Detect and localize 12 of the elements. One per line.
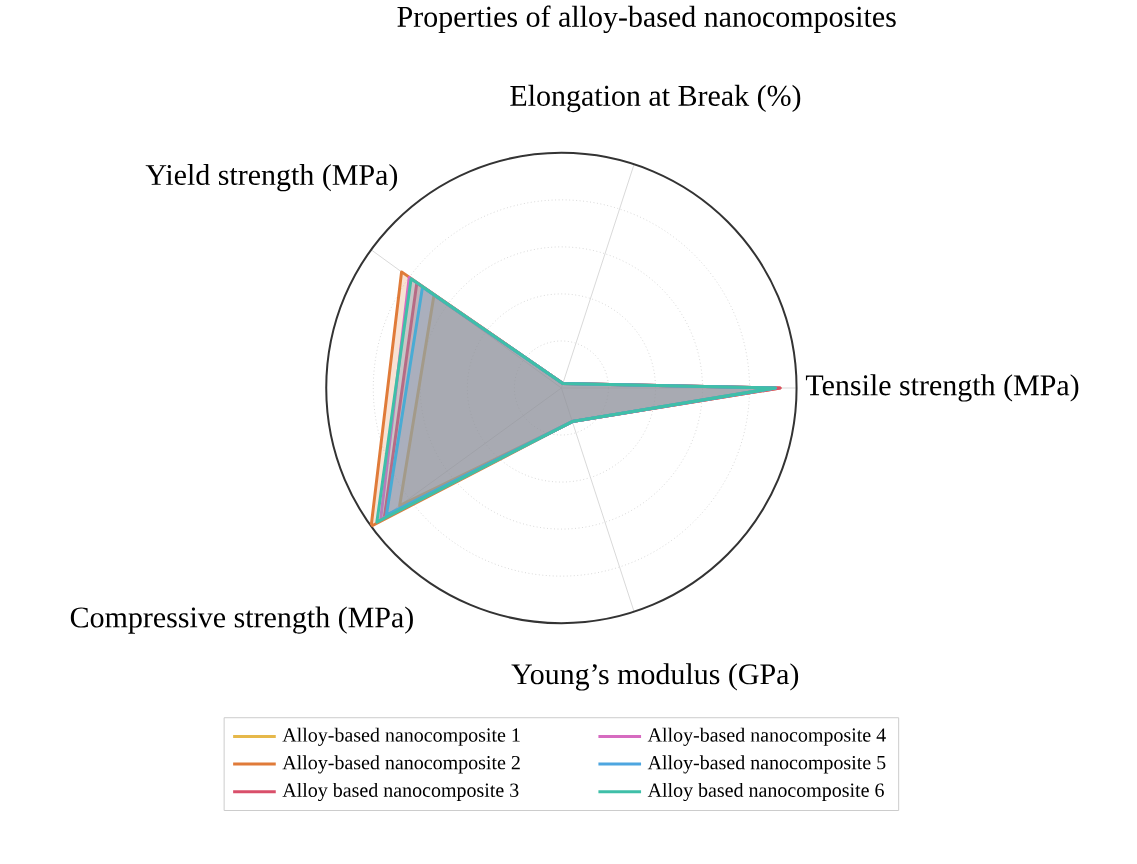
spoke-label: Young’s modulus (GPa) <box>511 663 799 691</box>
legend-label: Alloy based nanocomposite 3 <box>282 782 519 802</box>
legend-label: Alloy based nanocomposite 6 <box>647 782 884 802</box>
spoke-label: Compressive strength (MPa) <box>70 606 413 634</box>
legend-label: Alloy-based nanocomposite 5 <box>647 755 886 774</box>
spoke-label: Yield strength (MPa) <box>145 163 398 192</box>
spoke-label: Elongation at Break (%) <box>510 84 801 113</box>
chart-title: Properties of alloy-based nanocomposites <box>397 5 896 34</box>
legend-label: Alloy-based nanocomposite 1 <box>282 727 520 746</box>
legend-label: Alloy-based nanocomposite 2 <box>282 755 520 774</box>
legend-label: Alloy-based nanocomposite 4 <box>647 727 886 746</box>
spoke-label: Tensile strength (MPa) <box>805 374 1079 402</box>
